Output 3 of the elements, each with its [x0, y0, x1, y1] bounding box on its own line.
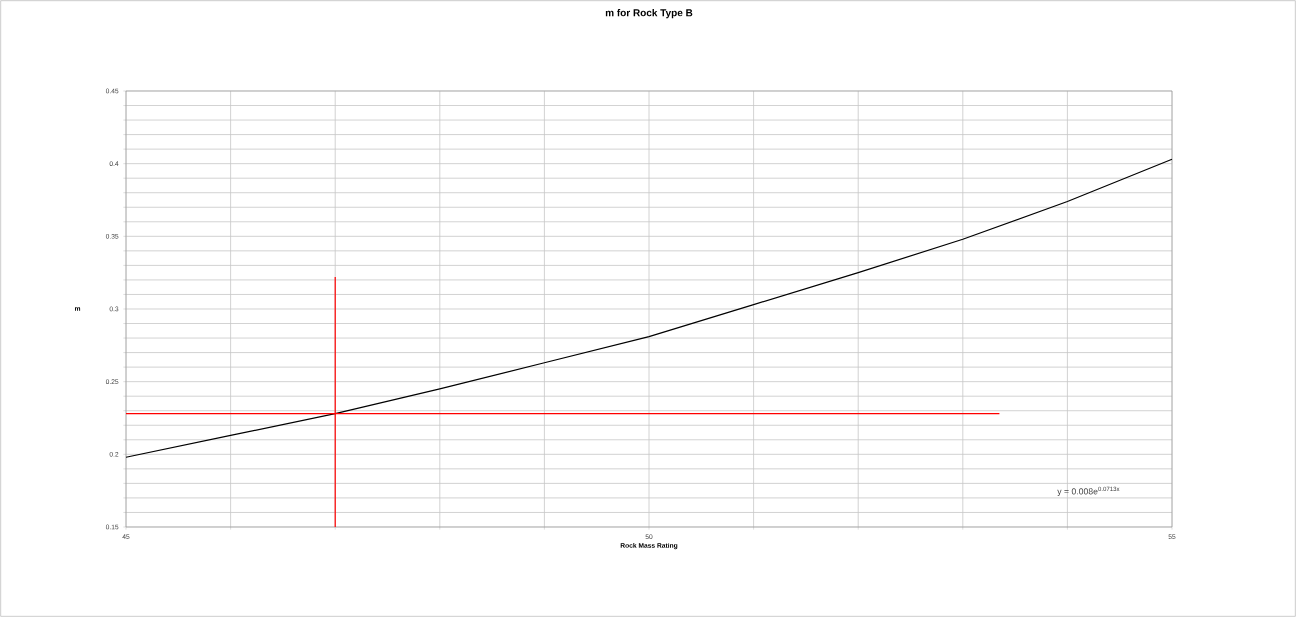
- annotation: y = 0.008e$^{0.0713x}$: [1057, 486, 1120, 497]
- line-series: [125, 158, 1173, 458]
- chart-title: m for Rock Type B: [605, 8, 693, 19]
